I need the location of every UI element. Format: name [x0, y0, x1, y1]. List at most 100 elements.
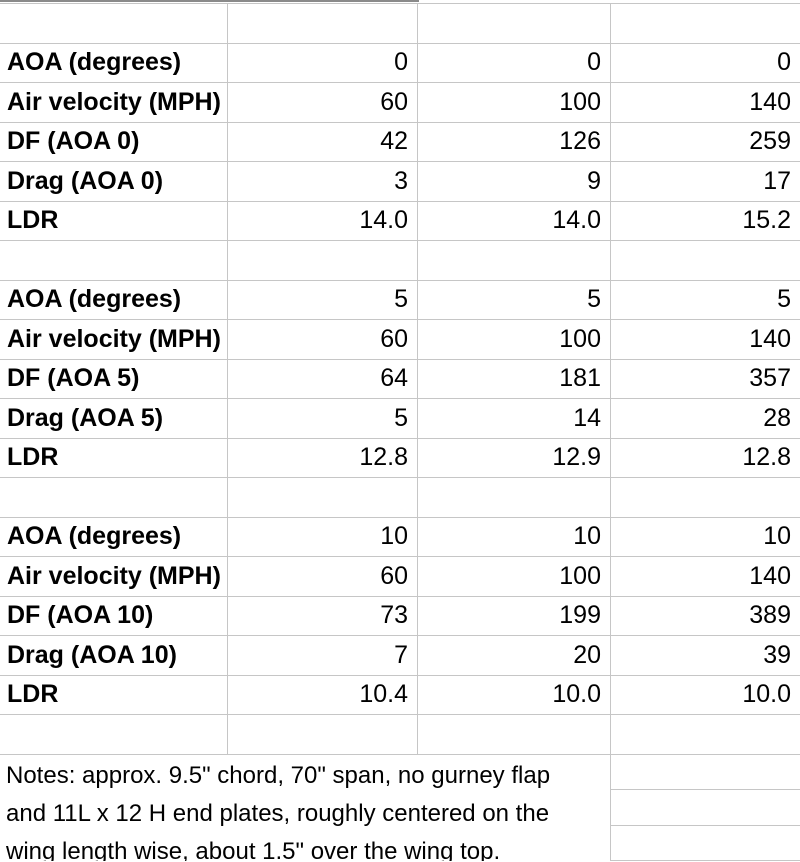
notes-line-2: and 11L x 12 H end plates, roughly cente… [6, 799, 550, 827]
table-row: AOA (degrees) 10 10 10 [0, 517, 800, 557]
value-cell[interactable]: 10 [763, 522, 791, 551]
table-row: AOA (degrees) 5 5 5 [0, 280, 800, 320]
empty-cell[interactable] [611, 715, 800, 754]
empty-row [0, 478, 800, 518]
empty-cell[interactable] [0, 4, 228, 43]
value-cell[interactable]: 73 [228, 596, 418, 635]
value-cell[interactable]: 14.0 [418, 201, 611, 240]
value-cell[interactable]: 28 [763, 403, 791, 432]
table-row: LDR 10.4 10.0 10.0 [0, 675, 800, 715]
sheet-grid: AOA (degrees) 0 0 0 Air velocity (MPH) 60 100 1… [0, 4, 800, 755]
notes-line-3: wing length wise, about 1.5" over the wi… [6, 837, 501, 862]
partial-row-dark-border [0, 0, 419, 2]
value-cell[interactable]: 0 [418, 43, 611, 82]
value-cell[interactable]: 60 [228, 557, 418, 596]
row-label-cell[interactable]: Air velocity (MPH) [0, 83, 228, 122]
row-label-cell[interactable]: Drag (AOA 0) [0, 162, 228, 201]
row-label-cell[interactable]: DF (AOA 10) [0, 596, 228, 635]
row-label-cell[interactable]: AOA (degrees) [0, 517, 228, 556]
empty-cell[interactable] [228, 4, 418, 43]
empty-cell[interactable] [418, 715, 611, 754]
value-cell[interactable]: 10.0 [742, 680, 791, 709]
value-cell[interactable]: 0 [228, 43, 418, 82]
partial-row-sliver [0, 0, 800, 4]
value-cell[interactable]: 10.4 [228, 675, 418, 714]
value-cell[interactable]: 389 [749, 601, 791, 630]
row-label-cell[interactable]: DF (AOA 5) [0, 359, 228, 398]
row-label-cell[interactable]: LDR [0, 438, 228, 477]
value-cell[interactable]: 199 [418, 596, 611, 635]
empty-cell[interactable] [228, 715, 418, 754]
table-row: LDR 12.8 12.9 12.8 [0, 438, 800, 478]
value-cell[interactable]: 15.2 [742, 206, 791, 235]
table-row: Air velocity (MPH) 60 100 140 [0, 320, 800, 360]
value-cell[interactable]: 14 [418, 399, 611, 438]
empty-cell[interactable] [611, 755, 800, 790]
empty-cell[interactable] [228, 241, 418, 280]
row-label-cell[interactable]: LDR [0, 201, 228, 240]
value-cell[interactable]: 100 [418, 83, 611, 122]
empty-cell[interactable] [0, 715, 228, 754]
value-cell[interactable]: 10 [418, 517, 611, 556]
value-cell[interactable]: 10.0 [418, 675, 611, 714]
empty-cell[interactable] [418, 4, 611, 43]
value-cell[interactable]: 42 [228, 122, 418, 161]
empty-cell[interactable] [611, 790, 800, 826]
empty-cell[interactable] [611, 241, 800, 280]
value-cell[interactable]: 12.8 [742, 443, 791, 472]
row-label-cell[interactable]: DF (AOA 0) [0, 122, 228, 161]
value-cell[interactable]: 10 [228, 517, 418, 556]
table-row: Air velocity (MPH) 60 100 140 [0, 557, 800, 597]
value-cell[interactable]: 100 [418, 557, 611, 596]
table-row: Drag (AOA 10) 7 20 39 [0, 636, 800, 676]
value-cell[interactable]: 140 [749, 561, 791, 590]
empty-cell[interactable] [611, 478, 800, 517]
row-label-cell[interactable]: AOA (degrees) [0, 280, 228, 319]
value-cell[interactable]: 126 [418, 122, 611, 161]
table-row: Drag (AOA 5) 5 14 28 [0, 399, 800, 439]
value-cell[interactable]: 357 [749, 364, 791, 393]
value-cell[interactable]: 20 [418, 636, 611, 675]
empty-cell[interactable] [0, 478, 228, 517]
value-cell[interactable]: 12.8 [228, 438, 418, 477]
empty-cell[interactable] [0, 241, 228, 280]
empty-cell[interactable] [611, 826, 800, 861]
value-cell[interactable]: 140 [749, 324, 791, 353]
value-cell[interactable]: 5 [228, 399, 418, 438]
row-label-cell[interactable]: AOA (degrees) [0, 43, 228, 82]
row-label-cell[interactable]: Drag (AOA 10) [0, 636, 228, 675]
value-cell[interactable]: 14.0 [228, 201, 418, 240]
empty-cell[interactable] [611, 4, 800, 43]
value-cell[interactable]: 60 [228, 83, 418, 122]
table-row: Drag (AOA 0) 3 9 17 [0, 162, 800, 202]
value-cell[interactable]: 64 [228, 359, 418, 398]
value-cell[interactable]: 7 [228, 636, 418, 675]
value-cell[interactable]: 0 [777, 48, 791, 77]
empty-cell[interactable] [418, 478, 611, 517]
row-label-cell[interactable]: LDR [0, 675, 228, 714]
value-cell[interactable]: 39 [763, 640, 791, 669]
value-cell[interactable]: 181 [418, 359, 611, 398]
value-cell[interactable]: 140 [749, 87, 791, 116]
table-row: DF (AOA 0) 42 126 259 [0, 122, 800, 162]
empty-cell[interactable] [228, 478, 418, 517]
row-label-cell[interactable]: Air velocity (MPH) [0, 557, 228, 596]
empty-cell[interactable] [418, 241, 611, 280]
value-cell[interactable]: 3 [228, 162, 418, 201]
value-cell[interactable]: 259 [749, 127, 791, 156]
empty-row [0, 241, 800, 281]
value-cell[interactable]: 60 [228, 320, 418, 359]
value-cell[interactable]: 17 [763, 166, 791, 195]
value-cell[interactable]: 100 [418, 320, 611, 359]
value-cell[interactable]: 12.9 [418, 438, 611, 477]
empty-row [0, 4, 800, 44]
value-cell[interactable]: 5 [228, 280, 418, 319]
table-row: DF (AOA 5) 64 181 357 [0, 359, 800, 399]
row-label-cell[interactable]: Air velocity (MPH) [0, 320, 228, 359]
value-cell[interactable]: 5 [777, 285, 791, 314]
row-label-cell[interactable]: Drag (AOA 5) [0, 399, 228, 438]
notes-cell[interactable]: Notes: approx. 9.5" chord, 70" span, no … [0, 754, 611, 862]
value-cell[interactable]: 9 [418, 162, 611, 201]
value-cell[interactable]: 5 [418, 280, 611, 319]
